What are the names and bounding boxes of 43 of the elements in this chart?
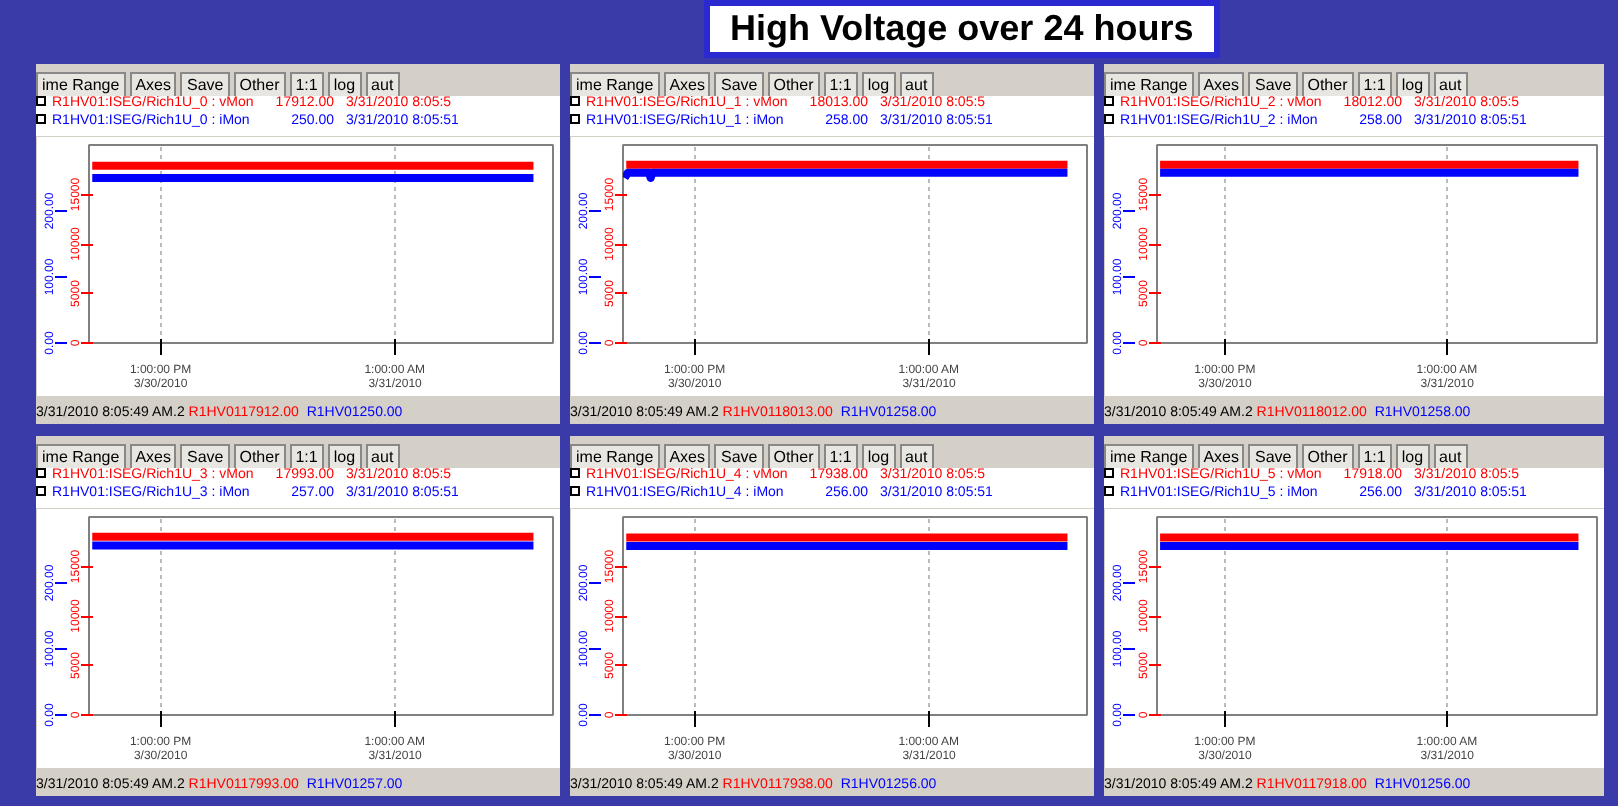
text: ime Range <box>570 72 660 98</box>
text: log <box>327 72 362 98</box>
text: Other <box>767 72 820 98</box>
text: Save <box>1248 72 1298 98</box>
text: log <box>861 444 896 470</box>
text: 1:1 <box>1357 72 1392 98</box>
text: Other <box>233 444 286 470</box>
text: 1:1 <box>823 72 858 98</box>
text: 1:1 <box>823 444 858 470</box>
text: ime Range <box>1104 72 1194 98</box>
text: log <box>1395 72 1430 98</box>
text: High Voltage over 24 hours <box>704 0 1220 58</box>
text: ime Range <box>1104 444 1194 470</box>
text: Save <box>714 72 764 98</box>
text: aut <box>1433 444 1468 470</box>
text: ime Range <box>36 444 126 470</box>
text: Other <box>1301 72 1354 98</box>
text: Other <box>767 444 820 470</box>
text: log <box>327 444 362 470</box>
text: aut <box>899 72 934 98</box>
text: 1:1 <box>289 444 324 470</box>
text: ime Range <box>36 72 126 98</box>
text: aut <box>365 72 400 98</box>
text: Axes <box>1197 72 1245 98</box>
text: aut <box>1433 72 1468 98</box>
text: Save <box>1248 444 1298 470</box>
text: aut <box>899 444 934 470</box>
text: Other <box>1301 444 1354 470</box>
text: Axes <box>1197 444 1245 470</box>
text: Axes <box>663 444 711 470</box>
text: Save <box>180 444 230 470</box>
text: Axes <box>129 72 177 98</box>
text: 1:1 <box>289 72 324 98</box>
text: 1:1 <box>1357 444 1392 470</box>
text: aut <box>365 444 400 470</box>
text: ime Range <box>570 444 660 470</box>
text: Save <box>180 72 230 98</box>
text: Axes <box>663 72 711 98</box>
text: Save <box>714 444 764 470</box>
text: log <box>861 72 896 98</box>
text: log <box>1395 444 1430 470</box>
text: Other <box>233 72 286 98</box>
text: Axes <box>129 444 177 470</box>
